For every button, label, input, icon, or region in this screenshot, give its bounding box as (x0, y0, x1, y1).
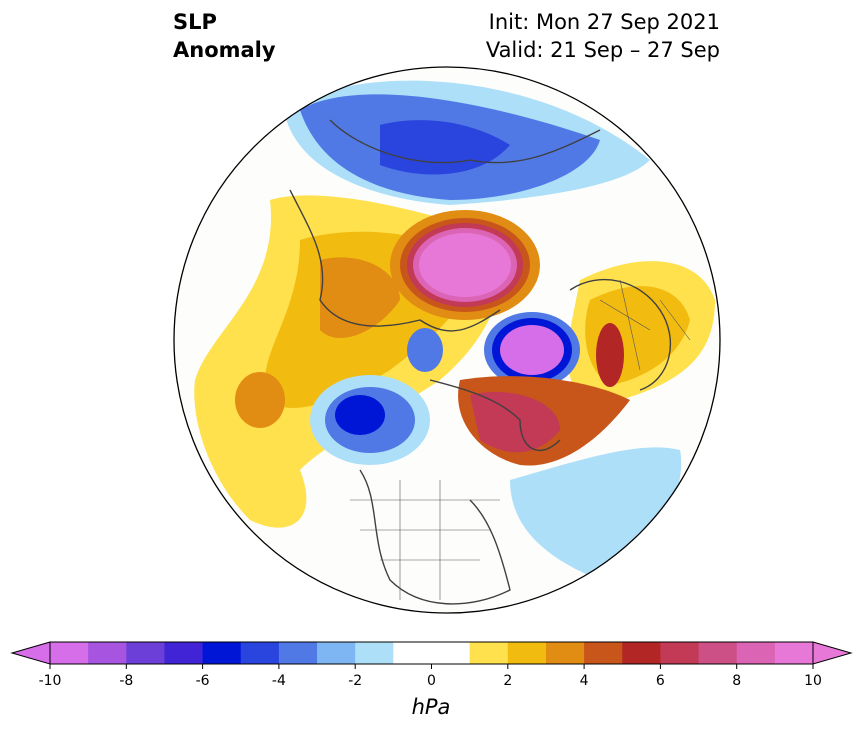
colorbar-segment (240, 642, 280, 664)
colorbar-segment (164, 642, 204, 664)
colorbar-segment (622, 642, 661, 664)
colorbar (10, 641, 853, 669)
colorbar-tick-label: 6 (655, 673, 665, 689)
colorbar-tick-label: -10 (38, 673, 62, 689)
colorbar-segment (545, 642, 585, 664)
colorbar-segment (469, 642, 509, 664)
colorbar-segment (660, 642, 700, 664)
init-valid-label: Init: Mon 27 Sep 2021 Valid: 21 Sep – 27… (486, 8, 720, 64)
colorbar-over-arrow (812, 641, 853, 665)
colorbar-segment (355, 642, 394, 664)
colorbar-segment (736, 642, 776, 664)
anomaly-shading (174, 67, 720, 613)
map-boundary (173, 66, 721, 614)
colorbar-under-arrow (10, 641, 51, 665)
colorbar-tick-label: -6 (195, 673, 210, 689)
colorbar-segment (126, 642, 165, 664)
colorbar-segment (50, 642, 89, 664)
colorbar-segment (202, 642, 242, 664)
title-line-1: SLP (173, 10, 217, 34)
map-title: SLP Anomaly (173, 8, 276, 64)
colorbar-unit: hPa (411, 695, 451, 719)
colorbar-segment (278, 642, 318, 664)
colorbar-segment (393, 642, 432, 664)
polar-map (173, 66, 721, 614)
colorbar-segment (507, 642, 547, 664)
country-borders (350, 279, 691, 600)
colorbar-segment (698, 642, 738, 664)
init-date: Init: Mon 27 Sep 2021 (488, 10, 720, 34)
colorbar-tick-label: 4 (579, 673, 589, 689)
colorbar-segment (317, 642, 356, 664)
colorbar-tick-label: 0 (427, 673, 436, 689)
title-line-2: Anomaly (173, 38, 276, 62)
colorbar-tick-label: 2 (503, 673, 513, 689)
colorbar-segment (774, 642, 814, 664)
colorbar-tick-label: 8 (732, 673, 742, 689)
colorbar-segment (431, 642, 471, 664)
coastlines (289, 119, 672, 605)
colorbar-tick-label: -2 (348, 673, 363, 689)
colorbar-segment (584, 642, 623, 664)
colorbar-tick-label: -4 (271, 673, 286, 689)
colorbar-tick-label: 10 (804, 673, 822, 689)
colorbar-tick-label: -8 (119, 673, 134, 689)
valid-range: Valid: 21 Sep – 27 Sep (485, 38, 720, 62)
colorbar-segment (88, 642, 127, 664)
